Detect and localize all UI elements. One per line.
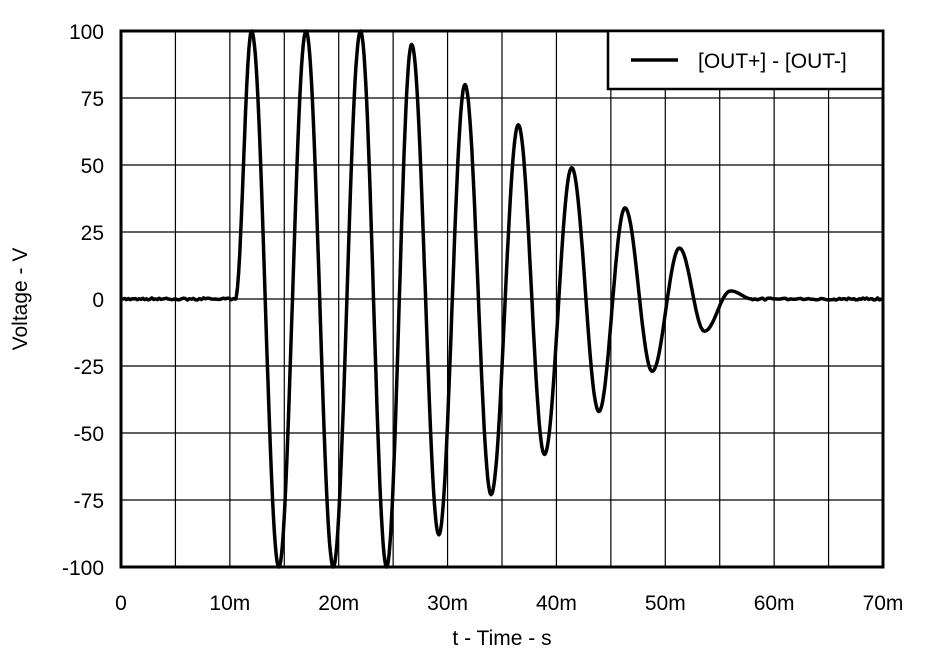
x-tick-label: 60m <box>754 592 795 615</box>
voltage-chart: 100 75 50 25 0 -25 -50 -75 -100 0 10m 20m 30m 40m 50m… <box>0 0 930 657</box>
y-tick-label: -50 <box>74 423 104 446</box>
x-tick-label: 50m <box>645 592 686 615</box>
legend-label: [OUT+] - [OUT-] <box>698 50 847 73</box>
y-axis-ticks: 100 75 50 25 0 -25 -50 -75 -100 <box>62 21 104 580</box>
y-tick-label: -100 <box>62 557 104 580</box>
x-tick-label: 0 <box>115 592 127 615</box>
x-tick-label: 30m <box>427 592 468 615</box>
x-tick-label: 70m <box>863 592 904 615</box>
y-tick-label: -25 <box>74 356 104 379</box>
x-tick-label: 10m <box>209 592 250 615</box>
legend: [OUT+] - [OUT-] <box>608 31 883 89</box>
y-tick-label: 50 <box>81 155 104 178</box>
x-tick-label: 40m <box>536 592 577 615</box>
x-axis-title: t - Time - s <box>452 627 551 650</box>
x-tick-label: 20m <box>318 592 359 615</box>
y-tick-label: 100 <box>69 21 104 44</box>
x-axis-ticks: 0 10m 20m 30m 40m 50m 60m 70m <box>115 592 903 615</box>
y-tick-label: 75 <box>81 88 104 111</box>
y-tick-label: 0 <box>92 289 104 312</box>
y-tick-label: -75 <box>74 490 104 513</box>
y-tick-label: 25 <box>81 222 104 245</box>
y-axis-title: Voltage - V <box>9 248 32 351</box>
